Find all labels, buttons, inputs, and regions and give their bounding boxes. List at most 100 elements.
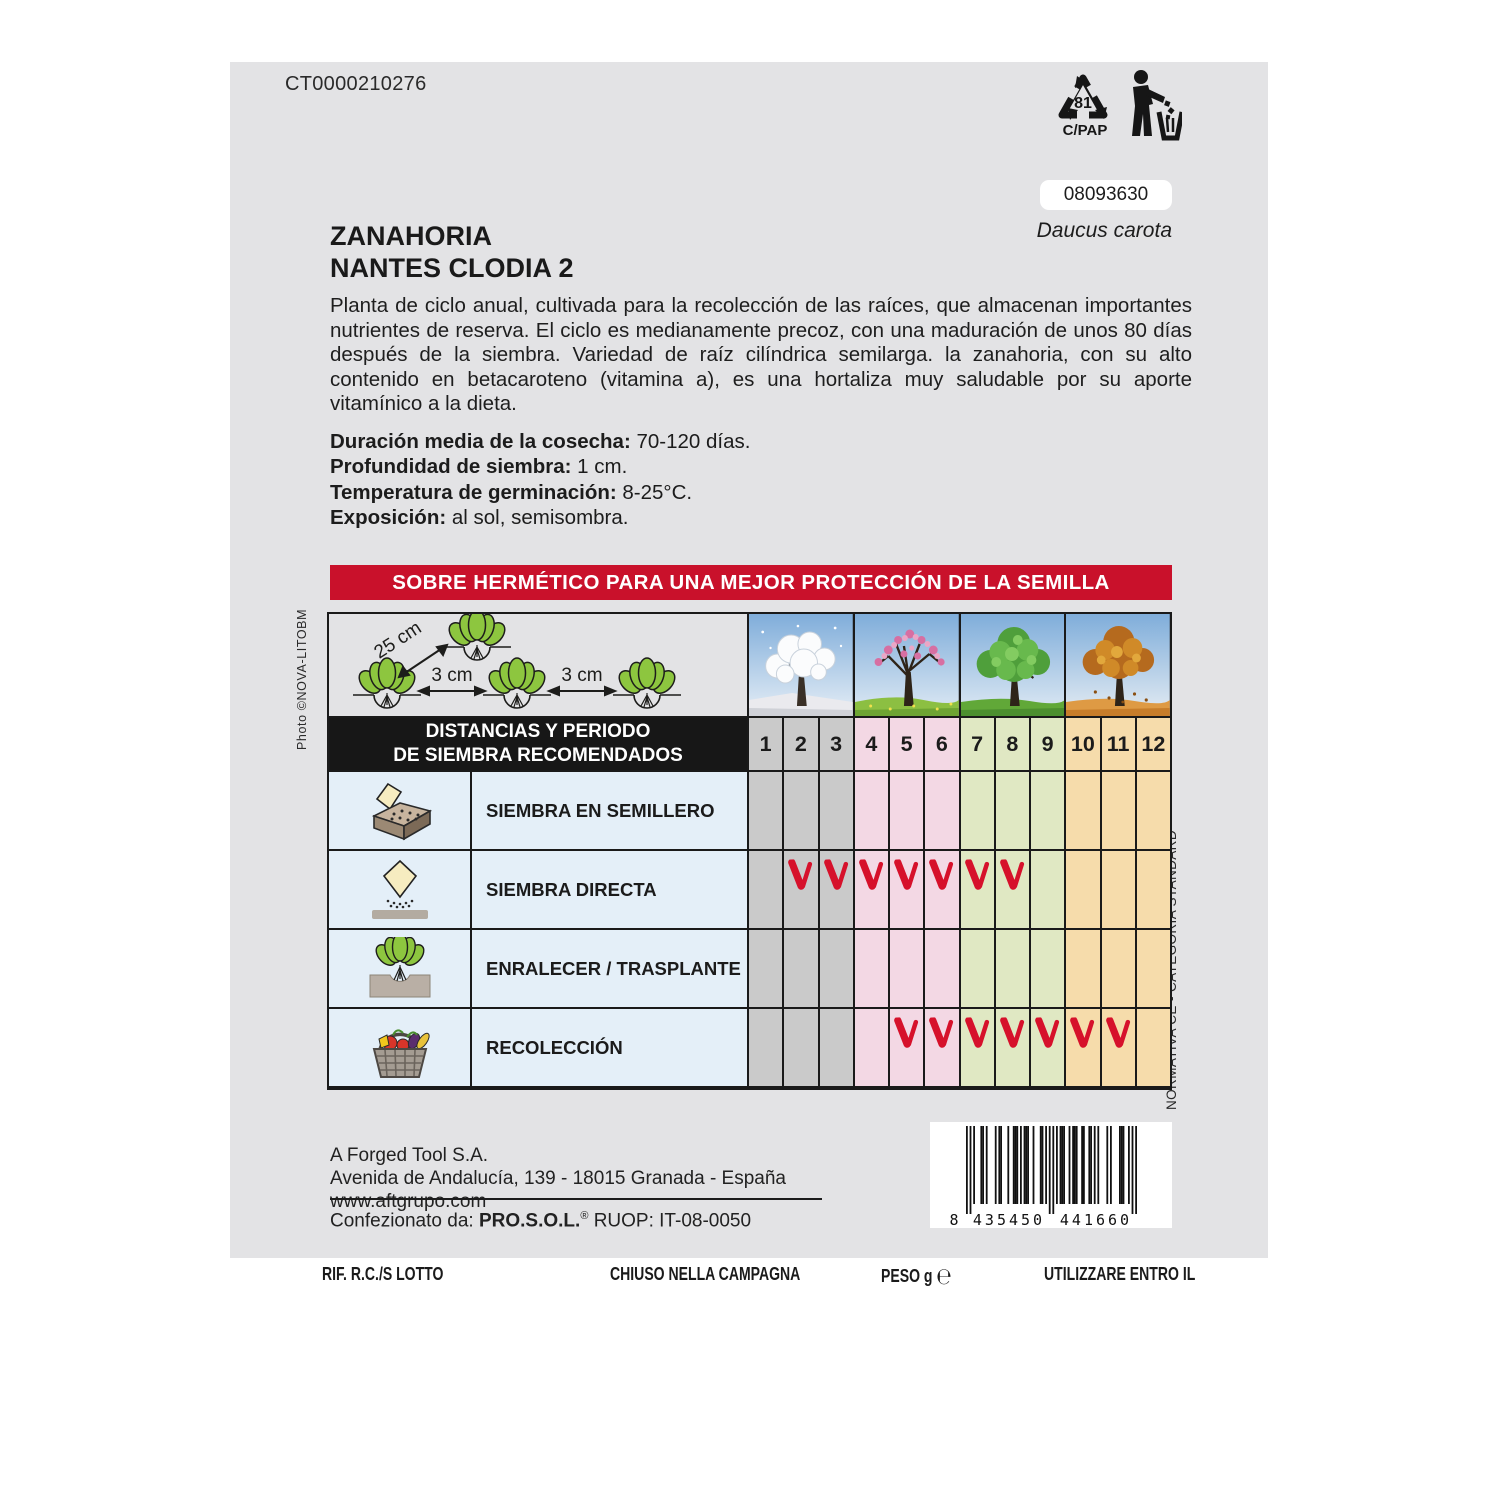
barcode-digits-right: 441660 (1060, 1211, 1132, 1228)
month-cell-5 (890, 851, 924, 928)
month-cell-7 (960, 930, 994, 1007)
month-cell-11 (1101, 930, 1135, 1007)
packer-brand: PRO.S.O.L. (478, 1210, 581, 1232)
check-icon (1035, 1016, 1060, 1048)
transplant-icon (329, 930, 470, 1007)
spec-value: 70-120 días. (630, 430, 751, 453)
calendar-header-line-1: DISTANCIAS Y PERIODO (425, 721, 651, 742)
seed-spacing-label-1: 3 cm (431, 665, 472, 686)
month-cell-6 (925, 851, 959, 928)
row-label-siembra-directa: SIEMBRA DIRECTA (472, 851, 747, 928)
spring-tree-image (854, 614, 959, 716)
month-col-6: 6 (925, 718, 959, 770)
product-code: CT0000210276 (285, 73, 427, 95)
row-months-trasplante (749, 930, 1170, 1007)
row-label-trasplante: ENRALECER / TRASPLANTE (472, 930, 747, 1007)
month-cell-12 (1136, 930, 1170, 1007)
month-cell-4 (854, 772, 888, 849)
row-label-siembra-semillero: SIEMBRA EN SEMILLERO (472, 772, 747, 849)
month-cell-3 (819, 772, 853, 849)
plant-spacing-label: 25 cm (371, 617, 426, 663)
divider-line (330, 1198, 822, 1200)
row-months-siembra-directa (749, 851, 1170, 928)
footer-lot-label: RIF. R.C./S LOTTO (322, 1264, 444, 1284)
species-latin-name: Daucus carota (1036, 219, 1172, 242)
spacing-diagram: 3 cm 3 cm 25 cm (329, 609, 747, 716)
check-icon (823, 858, 848, 890)
month-col-9: 9 (1031, 718, 1065, 770)
packer-info: RUOP: IT-08-0050 (588, 1210, 752, 1232)
recycling-code: 81 (1074, 95, 1092, 112)
spec-label: Profundidad de siembra: (330, 455, 572, 479)
month-cell-8 (995, 772, 1029, 849)
footer-weight-text: PESO g (881, 1266, 933, 1286)
recycling-material: C/PAP (1062, 122, 1108, 139)
batch-badge: 08093630 (1040, 180, 1172, 210)
row-label-recoleccion: RECOLECCIÓN (472, 1009, 747, 1086)
month-cell-3 (819, 930, 853, 1007)
row-months-recoleccion (749, 1009, 1170, 1086)
calendar-header-line-2: DE SIEMBRA RECOMENDADOS (393, 745, 683, 766)
month-cell-4 (854, 930, 888, 1007)
month-cell-9 (1031, 1009, 1065, 1086)
month-col-12: 12 (1136, 718, 1170, 770)
check-icon (1105, 1016, 1130, 1048)
month-cell-6 (925, 772, 959, 849)
barcode-svg: 8 435450 441660 (949, 1126, 1137, 1228)
month-cell-1 (749, 930, 783, 1007)
month-cell-11 (1101, 851, 1135, 928)
month-col-2: 2 (784, 718, 818, 770)
harvest-basket-icon (329, 1009, 470, 1086)
month-cell-8 (995, 851, 1029, 928)
spec-value: al sol, semisombra. (446, 506, 629, 530)
company-name: A Forged Tool S.A. (330, 1145, 489, 1166)
check-icon (859, 858, 883, 890)
check-icon (1070, 1016, 1095, 1048)
seed-spacing-label-2: 3 cm (561, 665, 602, 686)
spec-value: 1 cm. (571, 455, 628, 479)
month-cell-2 (784, 851, 818, 928)
autumn-tree-image (1066, 614, 1170, 716)
barcode-bars (966, 1126, 1137, 1214)
month-cell-6 (925, 930, 959, 1007)
spacing-diagram-drawing: 3 cm 3 cm 25 cm (352, 609, 682, 709)
month-cell-7 (960, 1009, 994, 1086)
month-cell-5 (890, 1009, 924, 1086)
row-months-siembra-semillero (749, 772, 1170, 849)
estimated-sign: ℮ (936, 1264, 952, 1290)
title-line-2: NANTES CLODIA 2 (330, 253, 574, 283)
month-header-row: 1 2 3 4 5 6 7 8 9 10 11 12 (749, 718, 1170, 770)
spec-list: Duración media de la cosecha: 70-120 día… (330, 429, 750, 531)
photo-credit: Photo ©NOVA-LITOBM (295, 608, 309, 750)
spec-label: Duración media de la cosecha: (330, 430, 631, 453)
footer-packed-label: CHIUSO NELLA CAMPAGNA (610, 1264, 801, 1284)
barcode-digits-left: 435450 (973, 1211, 1045, 1228)
month-cell-10 (1066, 930, 1100, 1007)
title-line-1: ZANAHORIA (330, 221, 492, 251)
spec-row: Temperatura de germinación: 8-25°C. (330, 480, 750, 505)
company-street: Avenida de Andalucía, 139 - 18015 Granad… (330, 1168, 786, 1189)
direct-sowing-icon (329, 851, 470, 928)
month-cell-12 (1136, 1009, 1170, 1086)
month-cell-9 (1031, 851, 1065, 928)
check-icon (1000, 858, 1024, 890)
month-cell-11 (1101, 1009, 1135, 1086)
month-col-5: 5 (890, 718, 924, 770)
month-cell-2 (784, 772, 818, 849)
product-title: ZANAHORIA NANTES CLODIA 2 (330, 220, 574, 284)
month-cell-9 (1031, 772, 1065, 849)
month-cell-1 (749, 772, 783, 849)
hermetic-banner: SOBRE HERMÉTICO PARA UNA MEJOR PROTECCIÓ… (330, 565, 1172, 600)
month-col-7: 7 (960, 718, 994, 770)
month-cell-12 (1136, 851, 1170, 928)
month-col-4: 4 (854, 718, 888, 770)
check-icon (894, 858, 919, 890)
company-website: www.aftgrupo.com (330, 1191, 487, 1212)
month-col-11: 11 (1101, 718, 1135, 770)
calendar-header-band: DISTANCIAS Y PERIODO DE SIEMBRA RECOMEND… (329, 718, 747, 770)
month-col-8: 8 (995, 718, 1029, 770)
label-panel: CT0000210276 81 C/PAP (230, 62, 1268, 1258)
spec-row: Profundidad de siembra: 1 cm. (330, 454, 750, 479)
check-icon (964, 858, 989, 890)
